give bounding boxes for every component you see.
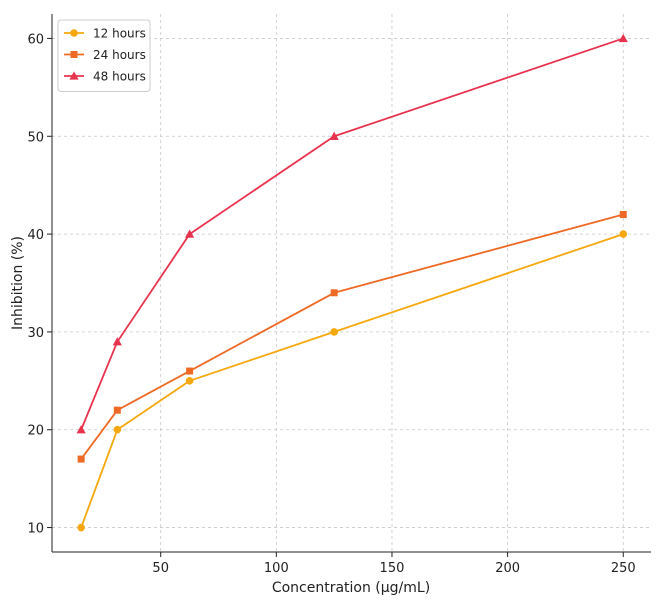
data-point-12-hours bbox=[77, 523, 85, 532]
series-48-hours bbox=[76, 33, 628, 434]
data-point-24-hours bbox=[186, 367, 194, 375]
data-point-48-hours bbox=[76, 425, 86, 434]
legend-label: 24 hours bbox=[93, 48, 146, 62]
legend-item-12-hours: 12 hours bbox=[64, 27, 146, 41]
x-tick-label: 150 bbox=[380, 561, 405, 576]
x-tick-label: 50 bbox=[152, 561, 169, 576]
y-tick-label: 20 bbox=[27, 424, 44, 439]
y-ticks: 10 20 30 40 50 60 bbox=[27, 32, 52, 537]
data-point-12-hours bbox=[185, 377, 194, 385]
x-tick-label: 250 bbox=[611, 561, 636, 576]
data-point-48-hours bbox=[618, 33, 628, 43]
data-point-48-hours bbox=[185, 229, 195, 238]
legend-box bbox=[57, 19, 151, 92]
legend-label: 12 hours bbox=[93, 27, 146, 41]
series-line-24-hours bbox=[80, 213, 624, 460]
x-tick-label: 200 bbox=[495, 561, 520, 576]
series-24-hours bbox=[77, 211, 627, 463]
series-layer bbox=[76, 33, 628, 532]
x-axis-title: Concentration (µg/mL) bbox=[272, 580, 430, 596]
legend-swatch-marker bbox=[69, 71, 79, 80]
legend-label: 48 hours bbox=[93, 70, 146, 84]
axes bbox=[51, 14, 651, 553]
y-axis-title: Inhibition (%) bbox=[10, 236, 26, 330]
series-12-hours bbox=[77, 230, 628, 532]
data-point-12-hours bbox=[330, 328, 338, 336]
y-tick-label: 10 bbox=[27, 522, 44, 537]
legend-item-48-hours: 48 hours bbox=[64, 70, 146, 84]
data-point-48-hours bbox=[329, 131, 339, 140]
x-tick-label: 100 bbox=[264, 561, 289, 576]
x-ticks: 50 100 150 200 250 bbox=[152, 552, 636, 576]
data-point-24-hours bbox=[77, 455, 85, 463]
y-tick-label: 30 bbox=[27, 326, 44, 341]
data-point-12-hours bbox=[113, 425, 122, 434]
data-point-24-hours bbox=[619, 211, 627, 219]
legend-item-24-hours: 24 hours bbox=[64, 48, 146, 62]
grid-lines bbox=[52, 14, 651, 552]
y-tick-label: 40 bbox=[27, 228, 44, 243]
legend-swatch-marker bbox=[70, 29, 78, 37]
series-line-12-hours bbox=[80, 233, 624, 528]
data-point-24-hours bbox=[113, 406, 121, 414]
legend: 12 hours 24 hours 48 hours bbox=[57, 19, 151, 92]
legend-swatch-marker bbox=[70, 51, 78, 58]
y-tick-label: 60 bbox=[27, 32, 44, 47]
y-tick-label: 50 bbox=[27, 130, 44, 145]
data-point-12-hours bbox=[619, 230, 628, 238]
data-point-24-hours bbox=[330, 289, 338, 297]
data-point-48-hours bbox=[112, 337, 122, 346]
